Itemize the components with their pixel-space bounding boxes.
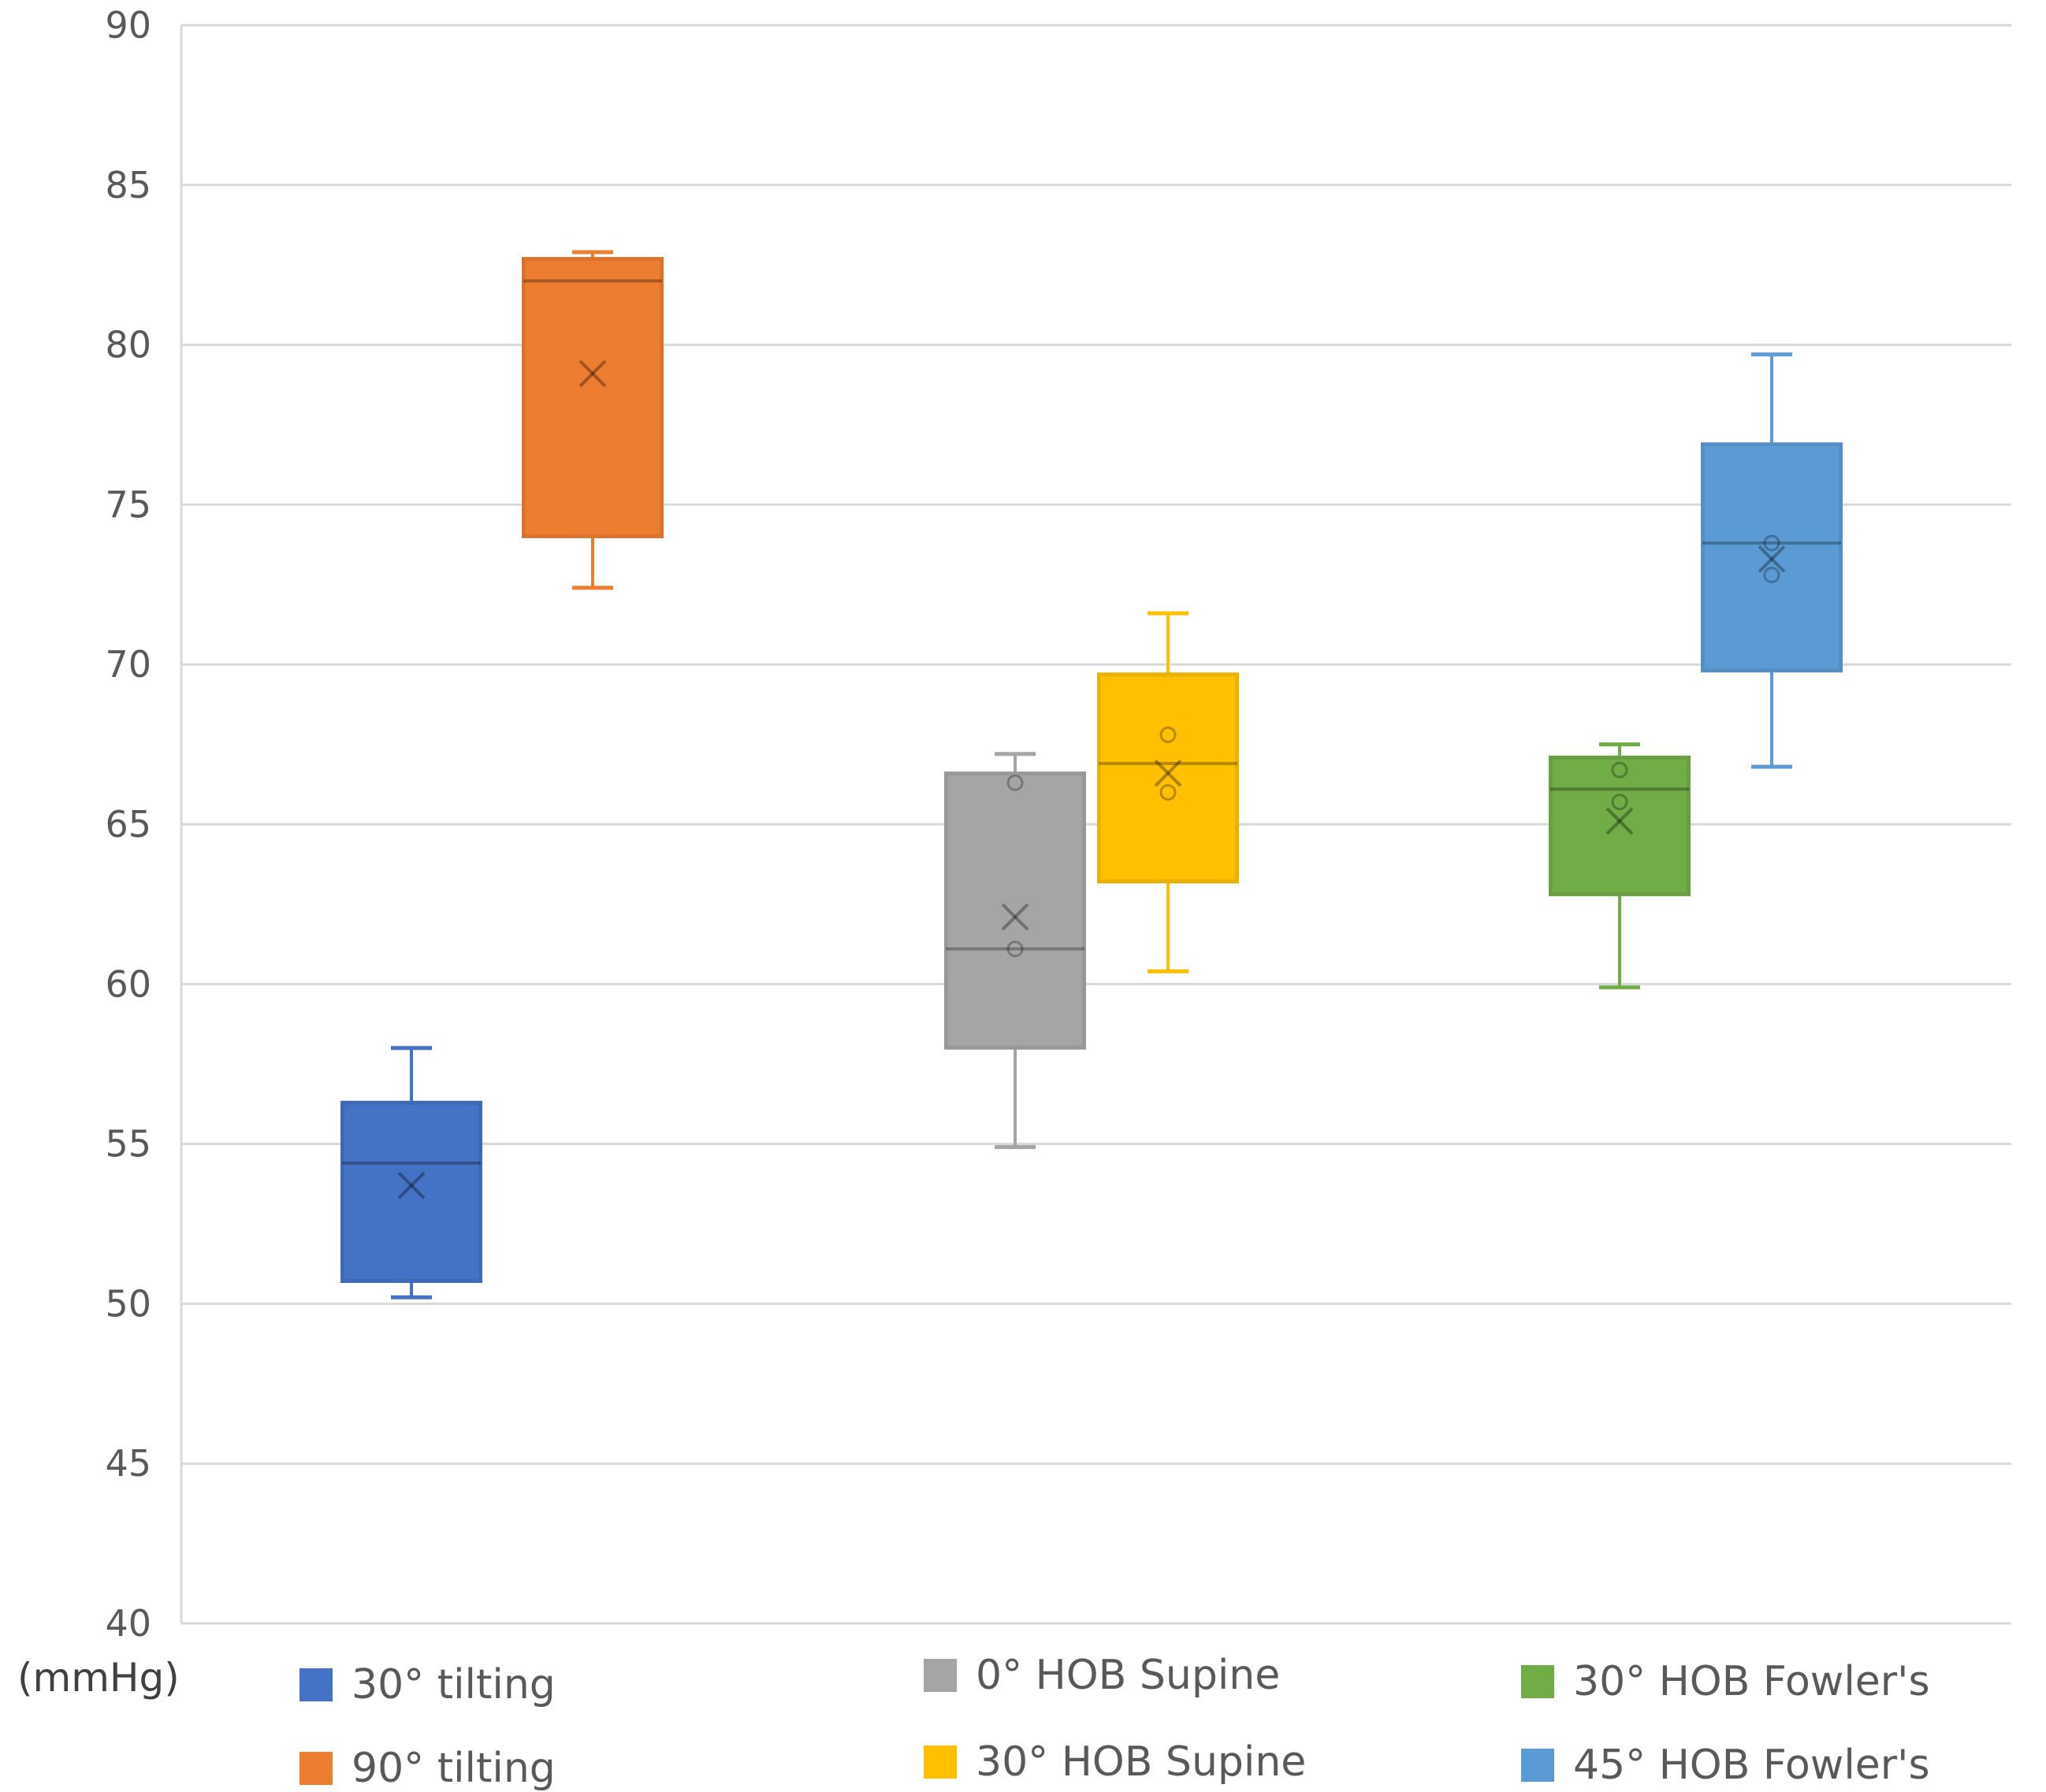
iqr-box-fill [344, 1104, 478, 1280]
box-30-tilting [340, 1046, 482, 1299]
mean-marker [578, 359, 607, 388]
legend-item-30-hob-supine: 30° HOB Supine [924, 1738, 1306, 1786]
box-30-hob-fowler-s [1549, 742, 1691, 990]
iqr-box-fill [1101, 676, 1235, 880]
iqr-box-fill [948, 775, 1082, 1046]
y-axis-ticks: 40 45 50 55 60 65 70 75 80 85 90 [105, 4, 151, 1645]
legend-item-90-tilting: 90° tilting [299, 1745, 556, 1792]
legend-label: 90° tilting [352, 1745, 556, 1792]
y-tick-label: 40 [105, 1602, 151, 1645]
iqr-box-fill [1553, 759, 1687, 893]
y-tick-label: 75 [105, 483, 151, 526]
inner-point [1159, 726, 1177, 743]
iqr-box-fill [526, 261, 660, 534]
mean-marker [1758, 545, 1786, 573]
legend-label: 30° tilting [352, 1661, 556, 1708]
inner-point [1763, 534, 1780, 552]
y-tick-label: 60 [105, 963, 151, 1006]
legend-item-30-hob-fowlers: 30° HOB Fowler's [1521, 1658, 1930, 1705]
box-45-hob-fowler-s [1701, 352, 1843, 769]
mean-marker [1154, 759, 1182, 787]
inner-point [1006, 940, 1024, 957]
mean-marker [1001, 903, 1029, 931]
y-tick-label: 80 [105, 324, 151, 366]
legend-item-30-tilting: 30° tilting [299, 1661, 556, 1708]
mean-marker [1605, 807, 1634, 835]
y-tick-label: 45 [105, 1442, 151, 1485]
inner-point [1611, 761, 1628, 779]
y-tick-label: 50 [105, 1282, 151, 1325]
y-tick-label: 90 [105, 4, 151, 46]
mean-marker [397, 1171, 426, 1199]
legend-item-45-hob-fowlers: 45° HOB Fowler's [1521, 1742, 1930, 1789]
legend-swatch-30-tilting [299, 1668, 333, 1701]
legend-swatch-45-hob-fowlers [1521, 1749, 1554, 1782]
legend-label: 0° HOB Supine [976, 1652, 1281, 1699]
mean-marker [1154, 759, 1182, 787]
inner-point [1006, 774, 1024, 791]
mean-marker [397, 1171, 426, 1199]
y-tick-label: 70 [105, 643, 151, 686]
box-0-hob-supine [944, 752, 1086, 1150]
gridlines [180, 24, 2011, 1625]
box-90-tilting [522, 250, 664, 590]
legend-label: 30° HOB Fowler's [1573, 1658, 1930, 1705]
legend-item-0-hob-supine: 0° HOB Supine [924, 1652, 1280, 1699]
y-axis-unit-label: (mmHg) [17, 1655, 180, 1701]
legend-label: 45° HOB Fowler's [1573, 1742, 1930, 1789]
mean-marker [1605, 807, 1634, 835]
legend-swatch-30-hob-supine [924, 1746, 957, 1779]
mean-marker [578, 359, 607, 388]
y-tick-label: 85 [105, 164, 151, 206]
iqr-box-fill [1705, 446, 1839, 669]
inner-point [1611, 794, 1628, 811]
mean-marker [1001, 903, 1029, 931]
legend-swatch-90-tilting [299, 1752, 333, 1785]
boxes [340, 250, 1843, 1299]
inner-point [1763, 567, 1780, 584]
legend-swatch-30-hob-fowlers [1521, 1665, 1554, 1698]
legend-swatch-0-hob-supine [924, 1659, 957, 1692]
y-tick-label: 55 [105, 1123, 151, 1166]
box-30-hob-supine [1097, 611, 1239, 974]
inner-point [1159, 783, 1177, 801]
y-tick-label: 65 [105, 803, 151, 846]
legend-label: 30° HOB Supine [976, 1738, 1307, 1786]
mean-marker [1758, 545, 1786, 573]
